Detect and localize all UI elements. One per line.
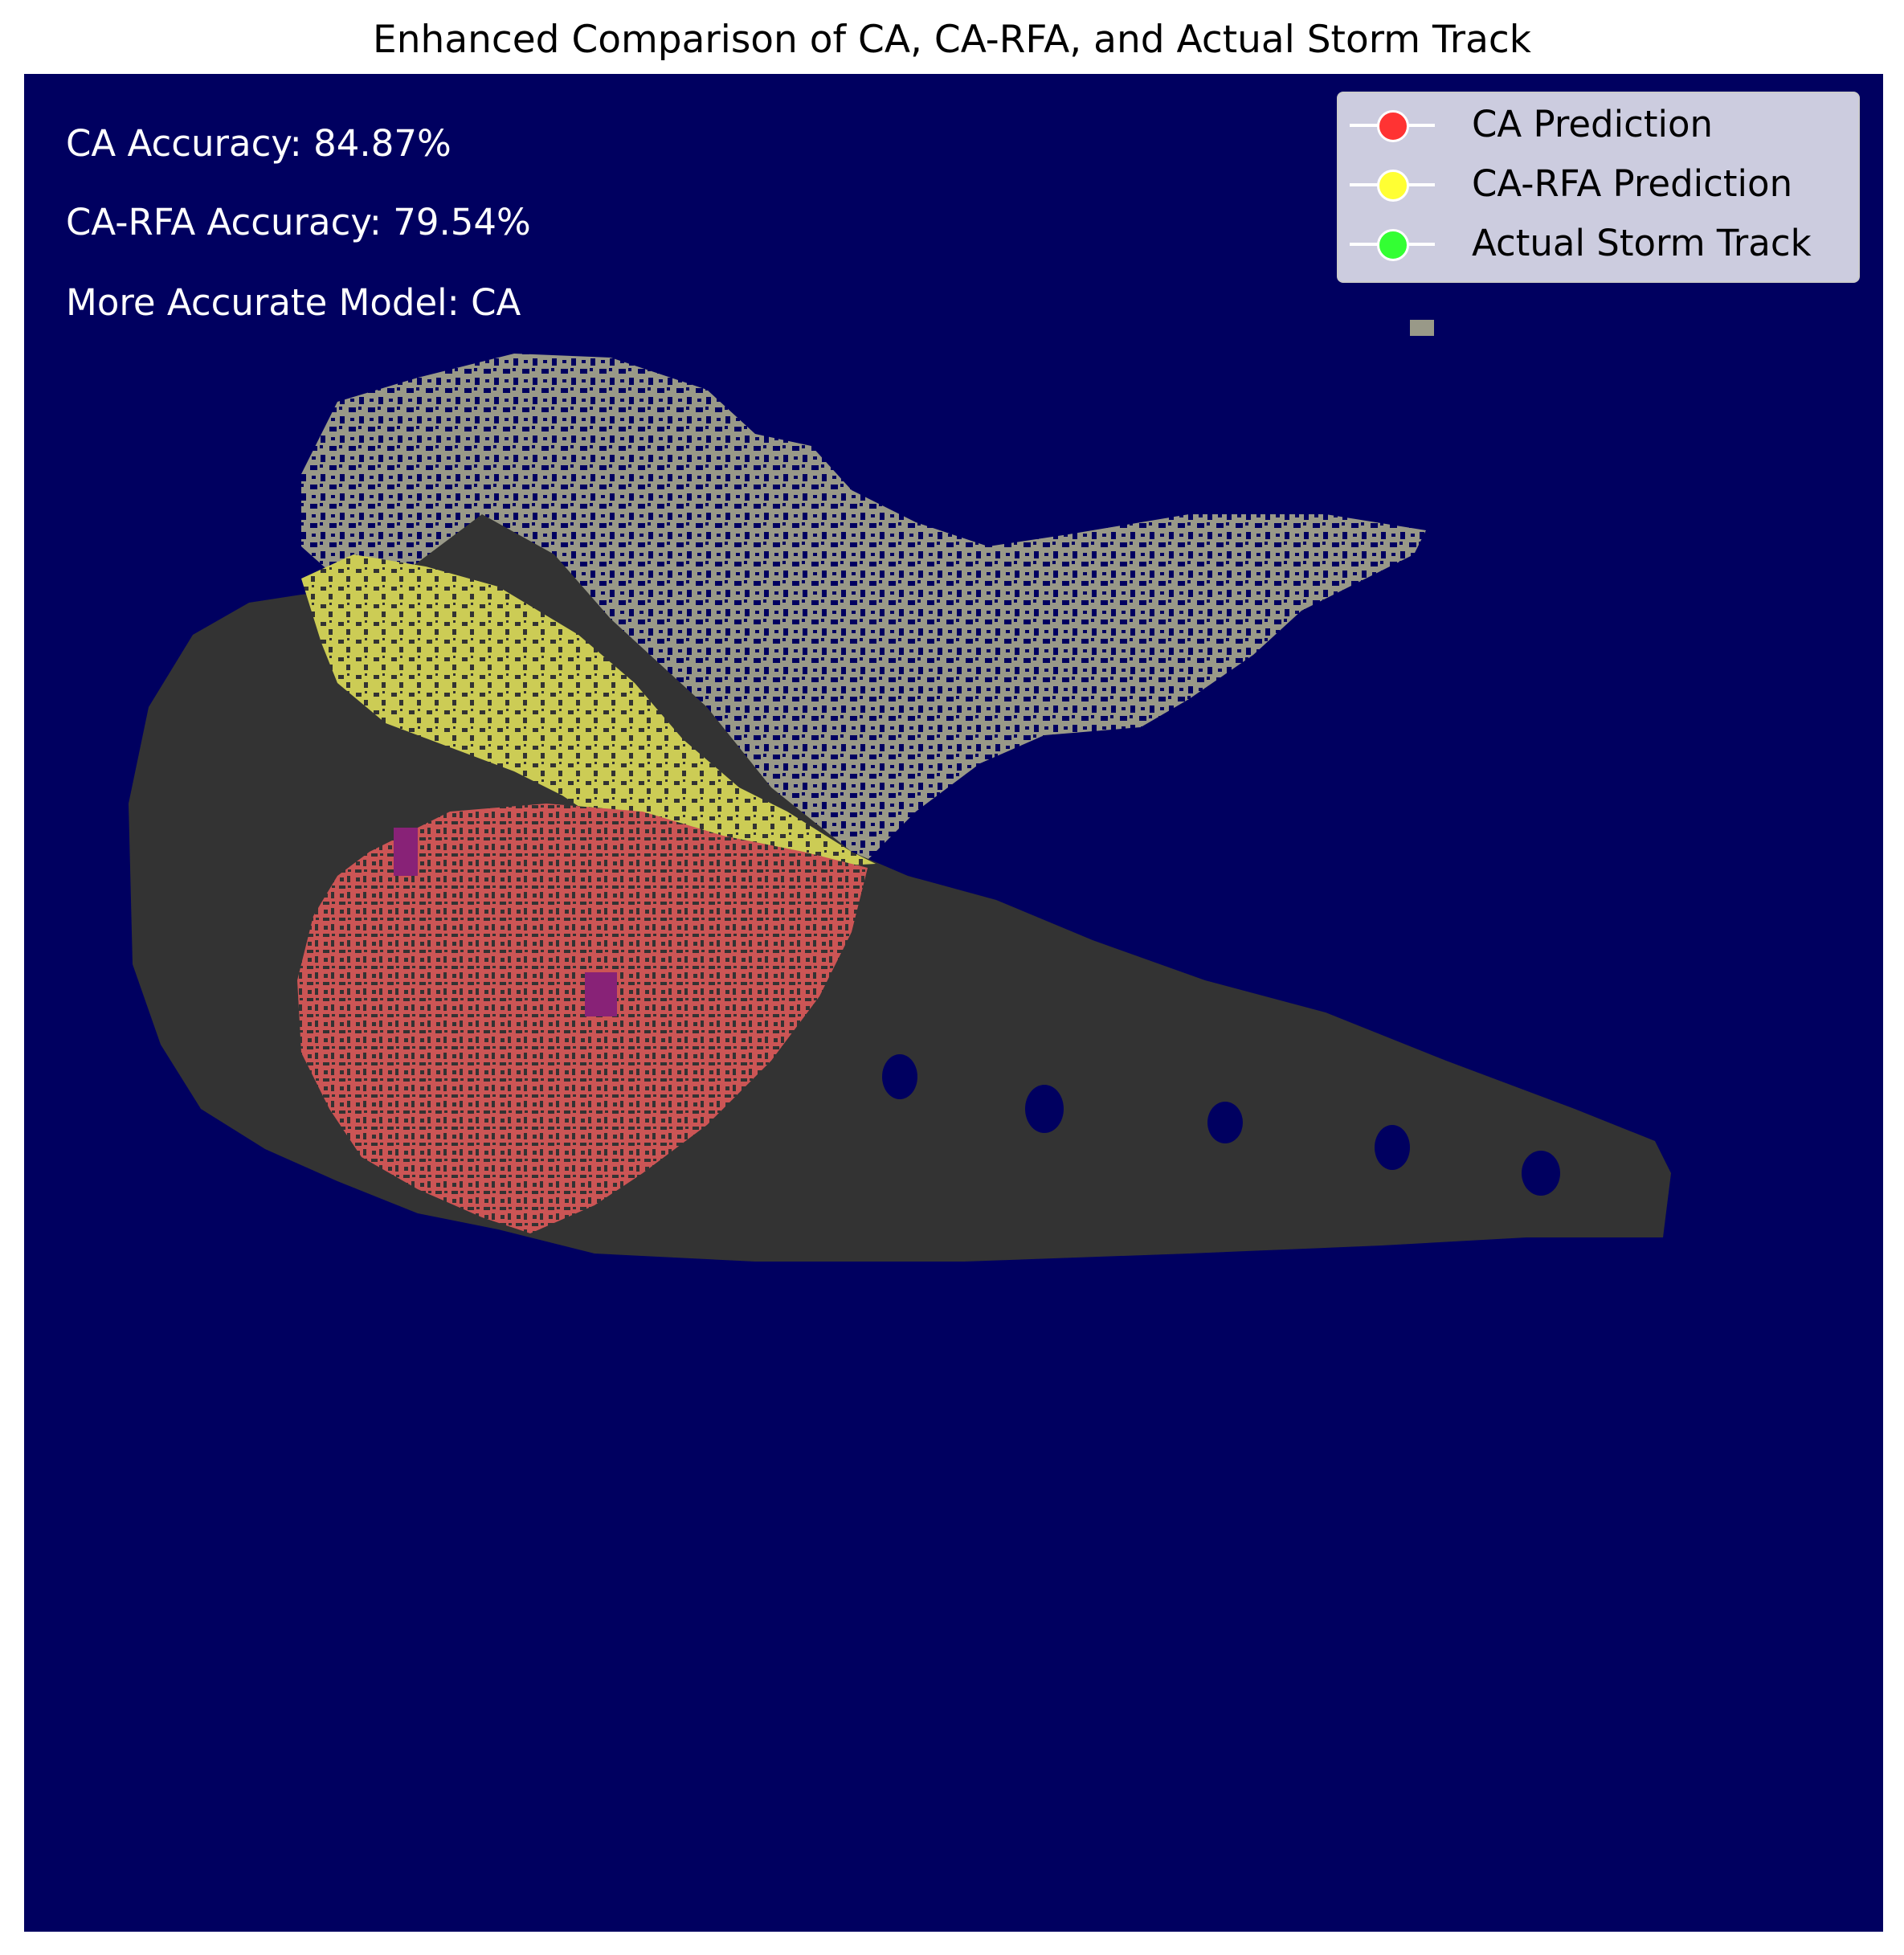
legend-marker-red (1377, 110, 1409, 142)
ca-rfa-prediction-region (301, 554, 876, 868)
mixed-patch-2 (585, 972, 617, 1016)
ca-rfa-accuracy-text: CA-RFA Accuracy: 79.54% (66, 201, 531, 243)
small-fragment (1410, 320, 1434, 336)
hole-1 (882, 1054, 917, 1099)
legend: CA Prediction CA-RFA Prediction Actual S… (1337, 92, 1860, 283)
mixed-patch-1 (394, 828, 418, 876)
legend-item-ca-rfa-prediction: CA-RFA Prediction (1350, 161, 1856, 209)
hole-4 (1375, 1125, 1410, 1170)
legend-label: CA Prediction (1472, 103, 1714, 145)
legend-item-actual-storm-track: Actual Storm Track (1350, 220, 1856, 268)
legend-marker-yellow (1377, 170, 1409, 202)
more-accurate-model-text: More Accurate Model: CA (66, 281, 521, 324)
legend-marker-green (1377, 229, 1409, 261)
legend-label: Actual Storm Track (1472, 222, 1812, 264)
storm-regions (129, 320, 1671, 1262)
hole-2 (1025, 1085, 1064, 1133)
ca-prediction-region (297, 804, 868, 1233)
hole-3 (1207, 1102, 1243, 1143)
legend-label: CA-RFA Prediction (1472, 162, 1793, 205)
legend-item-ca-prediction: CA Prediction (1350, 101, 1856, 149)
hole-5 (1522, 1151, 1560, 1196)
actual-storm-track-region (301, 354, 1426, 868)
ca-accuracy-text: CA Accuracy: 84.87% (66, 122, 451, 165)
chart-title: Enhanced Comparison of CA, CA-RFA, and A… (373, 18, 1531, 62)
